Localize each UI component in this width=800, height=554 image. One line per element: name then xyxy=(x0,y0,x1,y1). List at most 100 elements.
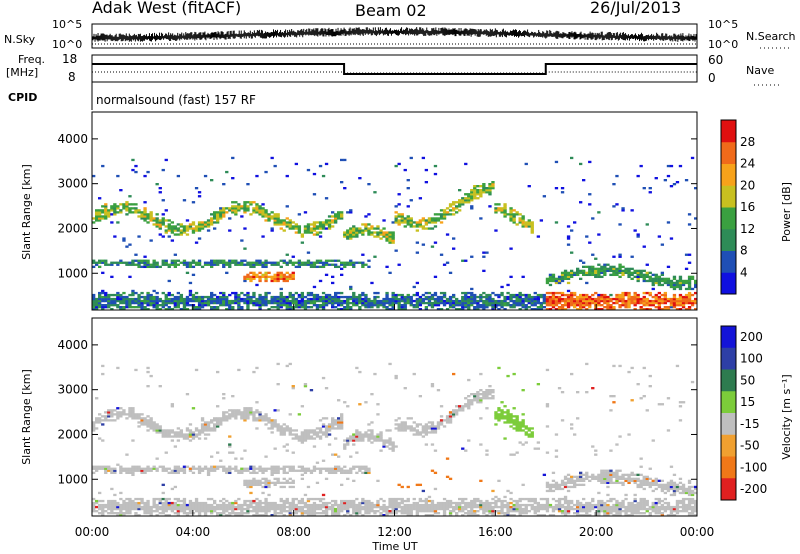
heatmap-cell xyxy=(470,195,474,198)
heatmap-cell xyxy=(346,501,350,505)
heatmap-cell xyxy=(213,261,217,264)
heatmap-cell xyxy=(267,481,271,485)
heatmap-cell xyxy=(282,471,286,475)
heatmap-cell xyxy=(458,301,462,305)
heatmap-cell xyxy=(231,209,235,212)
heatmap-cell xyxy=(518,297,522,301)
heatmap-cell xyxy=(252,201,256,204)
heatmap-cell xyxy=(430,514,435,517)
heatmap-cell xyxy=(279,291,283,295)
heatmap-cell xyxy=(288,507,292,511)
nsearch-label: N.Search xyxy=(746,30,796,43)
heatmap-cell xyxy=(424,501,429,505)
heatmap-cell xyxy=(249,407,253,410)
heatmap-cell xyxy=(343,469,347,472)
heatmap-cell xyxy=(231,201,235,204)
heatmap-cell xyxy=(355,507,359,511)
heatmap-cell xyxy=(618,267,622,271)
heatmap-cell xyxy=(122,501,126,505)
heatmap-cell xyxy=(228,503,232,507)
heatmap-cell xyxy=(506,213,510,216)
heatmap-cell xyxy=(576,301,580,305)
heatmap-cell xyxy=(554,221,559,224)
heatmap-cell xyxy=(222,209,226,212)
heatmap-cell xyxy=(445,233,450,236)
heatmap-cell xyxy=(609,308,613,311)
heatmap-cell xyxy=(364,431,368,434)
heatmap-cell xyxy=(234,205,238,208)
heatmap-cell xyxy=(306,263,311,266)
heatmap-cell xyxy=(582,265,586,269)
heatmap-cell xyxy=(261,261,265,264)
heatmap-cell xyxy=(343,445,347,448)
heatmap-cell xyxy=(228,415,232,418)
heatmap-cell xyxy=(158,501,162,505)
heatmap-cell xyxy=(155,467,159,470)
heatmap-cell xyxy=(228,445,232,448)
heatmap-cell xyxy=(303,301,308,305)
heatmap-cell xyxy=(122,261,126,264)
heatmap-cell xyxy=(173,227,178,230)
heatmap-cell xyxy=(464,306,468,309)
heatmap-cell xyxy=(309,223,314,226)
heatmap-cell xyxy=(582,269,586,273)
heatmap-cell xyxy=(591,301,595,305)
heatmap-cell xyxy=(288,223,292,226)
heatmap-cell xyxy=(288,291,292,295)
heatmap-cell xyxy=(128,304,132,307)
heatmap-cell xyxy=(231,505,235,509)
heatmap-cell xyxy=(309,229,314,232)
heatmap-cell xyxy=(388,233,392,236)
heatmap-cell xyxy=(391,505,395,509)
heatmap-cell xyxy=(648,277,652,281)
heatmap-cell xyxy=(206,421,211,424)
heatmap-cell xyxy=(346,439,350,442)
heatmap-cell xyxy=(203,507,208,511)
heatmap-cell xyxy=(294,297,299,301)
heatmap-cell xyxy=(179,469,184,472)
heatmap-cell xyxy=(521,225,525,228)
heatmap-cell xyxy=(161,263,165,266)
heatmap-cell xyxy=(391,237,395,240)
heatmap-cell xyxy=(279,227,283,230)
heatmap-cell xyxy=(252,477,256,481)
heatmap-cell xyxy=(137,306,141,309)
heatmap-cell xyxy=(473,295,477,299)
heatmap-cell xyxy=(337,427,341,430)
heatmap-cell xyxy=(315,231,320,234)
heatmap-cell xyxy=(585,301,589,305)
heatmap-cell xyxy=(255,283,259,287)
heatmap-cell xyxy=(312,229,317,232)
heatmap-cell xyxy=(379,505,383,509)
heatmap-cell xyxy=(352,299,356,303)
heatmap-cell xyxy=(421,227,426,230)
heatmap-cell xyxy=(663,291,668,295)
heatmap-cell xyxy=(146,221,150,224)
heatmap-cell xyxy=(470,205,474,208)
heatmap-cell xyxy=(213,507,217,511)
heatmap-cell xyxy=(179,231,184,234)
heatmap-cell xyxy=(237,497,241,501)
heatmap-cell xyxy=(364,299,368,303)
heatmap-cell xyxy=(337,304,341,307)
heatmap-cell xyxy=(687,279,692,283)
heatmap-cell xyxy=(352,439,356,442)
heatmap-cell xyxy=(430,217,435,220)
heatmap-cell xyxy=(424,301,429,305)
heatmap-cell xyxy=(285,497,289,501)
heatmap-cell xyxy=(173,471,178,475)
heatmap-cell xyxy=(672,304,677,307)
heatmap-cell xyxy=(137,297,141,301)
heatmap-cell xyxy=(225,510,229,513)
heatmap-cell xyxy=(128,301,132,305)
heatmap-cell xyxy=(240,510,244,513)
heatmap-cell xyxy=(119,411,123,414)
heatmap-cell xyxy=(433,225,438,228)
heatmap-cell xyxy=(479,195,483,198)
heatmap-cell xyxy=(273,512,277,515)
heatmap-cell xyxy=(267,213,271,216)
heatmap-cell xyxy=(327,215,332,218)
heatmap-cell xyxy=(424,433,429,436)
heatmap-cell xyxy=(675,281,680,285)
heatmap-cell xyxy=(276,275,280,279)
